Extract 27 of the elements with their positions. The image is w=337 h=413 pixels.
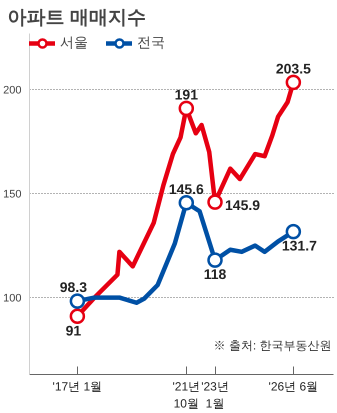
data-label: 145.9: [225, 197, 260, 214]
chart-title: 아파트 매매지수: [8, 8, 146, 28]
point: [286, 224, 302, 240]
data-label: 98.3: [60, 279, 88, 296]
y-tick-label: 150: [3, 188, 22, 201]
point: [178, 100, 194, 116]
point: [70, 308, 86, 324]
point: [178, 195, 194, 210]
point: [70, 293, 86, 309]
x-tick-label: '17년 1월: [52, 380, 102, 394]
data-label: 131.7: [282, 238, 318, 254]
data-label: 203.5: [276, 60, 312, 76]
data-label: 91: [66, 322, 82, 338]
y-tick-label: 100: [3, 292, 22, 305]
y-tick-label: 200: [3, 84, 22, 97]
data-label: 118: [204, 266, 227, 282]
data-label: 191: [174, 86, 198, 102]
point: [207, 252, 223, 268]
x-tick-label: '23년 1월: [201, 380, 229, 410]
x-tick-label: '21년 10월: [172, 380, 200, 410]
legend-label: 전국: [137, 34, 165, 52]
annotation: ※ 출처: 한국부동산원: [214, 338, 332, 352]
x-tick-label: '26년 6월: [268, 380, 318, 394]
point: [286, 74, 302, 90]
data-label: 145.6: [168, 180, 204, 197]
point: [207, 194, 223, 210]
legend-label: 서울: [60, 34, 88, 52]
